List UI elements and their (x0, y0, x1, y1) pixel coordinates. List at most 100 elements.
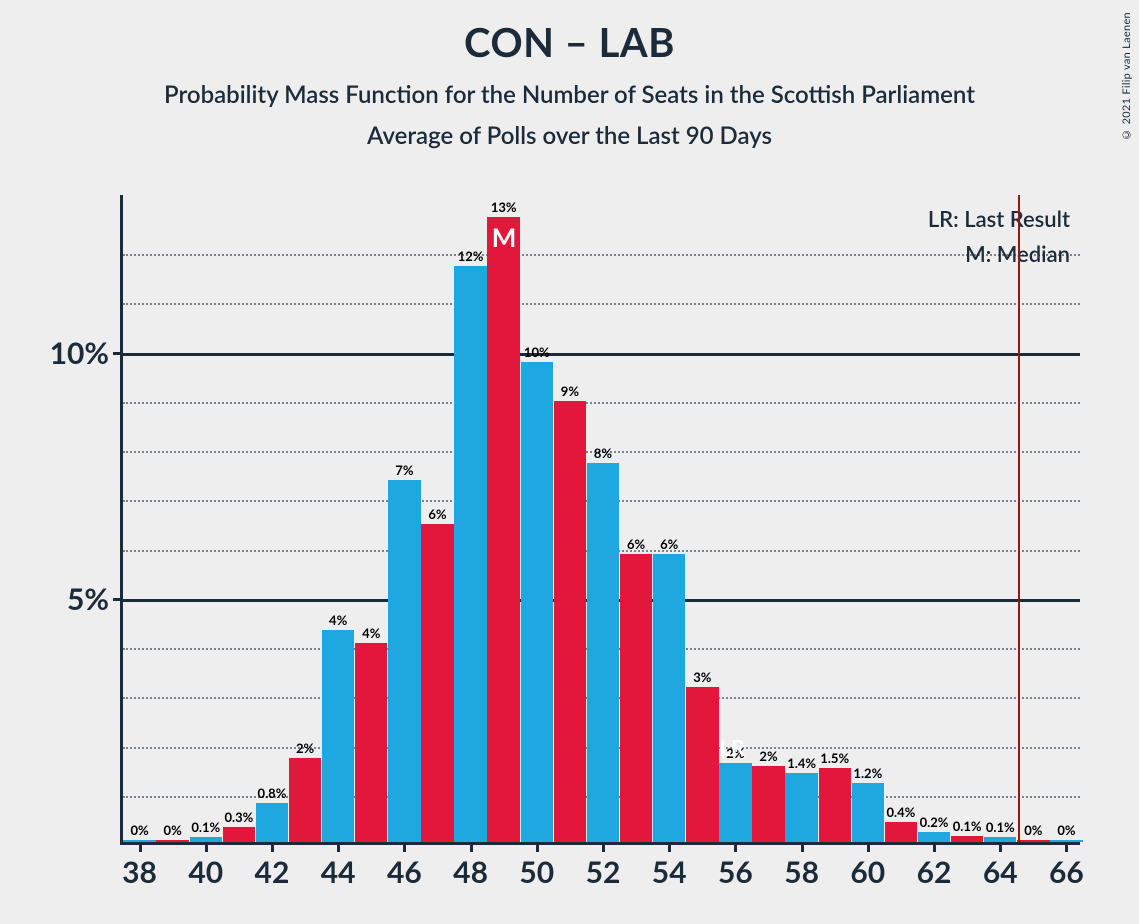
x-axis-label: 58 (784, 854, 819, 890)
chart-title: CON – LAB (0, 18, 1139, 66)
bar: 9% (554, 401, 586, 842)
bar: 4% (355, 643, 387, 842)
bar-value-label: 2% (296, 740, 314, 756)
bar: 1.4% (785, 773, 817, 842)
gridline-minor (123, 402, 1080, 404)
x-tick (403, 842, 406, 852)
bar: 2% (289, 758, 321, 842)
x-axis-label: 42 (255, 854, 290, 890)
bar-value-label: 0% (164, 822, 182, 838)
x-axis-label: 60 (850, 854, 885, 890)
bar: 8% (587, 463, 619, 842)
gridline-minor (123, 303, 1080, 305)
bar-value-label: 0% (130, 822, 148, 838)
bar: 7% (388, 480, 420, 842)
bar: 0.1% (951, 836, 983, 842)
bar: 6% (421, 524, 453, 842)
x-axis-label: 48 (453, 854, 488, 890)
bar: 3% (686, 687, 718, 842)
chart-area: LR: Last Result M: Median 5%10%384042444… (120, 195, 1080, 845)
copyright-text: © 2021 Filip van Laenen (1120, 12, 1133, 141)
bar-value-label: 6% (627, 536, 645, 552)
bar-value-label: 0.4% (887, 804, 916, 820)
x-tick (801, 842, 804, 852)
legend: LR: Last Result M: Median (928, 201, 1070, 271)
bar-value-label: 0.1% (953, 818, 982, 834)
y-axis-label: 5% (67, 581, 109, 617)
bar-value-label: 0.8% (258, 785, 287, 801)
bar-value-label: 6% (428, 506, 446, 522)
bar-value-label: 8% (594, 445, 612, 461)
bar-value-label: 1.5% (820, 750, 849, 766)
bar-value-label: 13% (491, 199, 517, 215)
bar-value-label: 0.1% (986, 819, 1015, 835)
bar-value-label: 4% (362, 625, 380, 641)
bar-value-label: 10% (524, 344, 550, 360)
bar-value-label: 4% (329, 612, 347, 628)
bar: 0.8% (256, 803, 288, 842)
bar-value-label: 9% (561, 383, 579, 399)
bar: 0.1% (190, 837, 222, 842)
bar: 2% (719, 763, 751, 842)
y-tick (113, 598, 123, 601)
bar-value-label: 1.2% (853, 765, 882, 781)
bar-value-label: 2% (759, 748, 777, 764)
gridline-minor (123, 254, 1080, 256)
legend-lr: LR: Last Result (928, 201, 1070, 236)
bar-value-label: 6% (660, 536, 678, 552)
x-tick (470, 842, 473, 852)
x-tick (139, 842, 142, 852)
bar-value-label: 12% (458, 248, 484, 264)
x-axis-label: 38 (122, 854, 157, 890)
y-axis-label: 10% (50, 335, 109, 371)
bar: 0% (1017, 840, 1049, 842)
bar: 10% (521, 362, 553, 842)
x-tick (337, 842, 340, 852)
bar: 1.5% (819, 768, 851, 842)
bar: 1.2% (852, 783, 884, 842)
x-tick (668, 842, 671, 852)
last-result-line (1018, 195, 1020, 842)
bar-value-label: 7% (395, 462, 413, 478)
bar-value-label: 0.2% (920, 814, 949, 830)
plot-region: LR: Last Result M: Median 5%10%384042444… (120, 195, 1080, 845)
bar: 6% (653, 554, 685, 842)
bar-value-label: 1.4% (787, 755, 816, 771)
last-result-marker: LR (719, 734, 745, 761)
x-axis-label: 54 (652, 854, 687, 890)
x-axis-label: 66 (1049, 854, 1084, 890)
bar: 13% (487, 217, 519, 842)
bar: 0.4% (885, 822, 917, 842)
x-tick (867, 842, 870, 852)
x-tick (933, 842, 936, 852)
bar: 0% (1050, 840, 1082, 842)
x-axis-label: 50 (519, 854, 554, 890)
bar: 12% (454, 266, 486, 842)
x-tick (271, 842, 274, 852)
chart-titles: CON – LAB Probability Mass Function for … (0, 0, 1139, 150)
median-marker: M (492, 221, 517, 253)
x-axis-label: 64 (983, 854, 1018, 890)
x-axis-label: 44 (321, 854, 356, 890)
x-tick (602, 842, 605, 852)
bar: 2% (752, 766, 784, 842)
bar: 0.1% (984, 837, 1016, 842)
y-tick (113, 352, 123, 355)
chart-subtitle-1: Probability Mass Function for the Number… (0, 80, 1139, 109)
bar-value-label: 0.3% (224, 809, 253, 825)
bar: 6% (620, 554, 652, 842)
x-axis-label: 46 (387, 854, 422, 890)
gridline-major (123, 353, 1080, 356)
bar-value-label: 0.1% (191, 819, 220, 835)
x-axis-label: 62 (917, 854, 952, 890)
bar-value-label: 3% (693, 669, 711, 685)
bar: 0% (156, 840, 188, 842)
x-tick (536, 842, 539, 852)
bar-value-label: 0% (1024, 822, 1042, 838)
x-axis-label: 56 (718, 854, 753, 890)
x-tick (1065, 842, 1068, 852)
x-tick (205, 842, 208, 852)
bar: 0.3% (223, 827, 255, 842)
chart-subtitle-2: Average of Polls over the Last 90 Days (0, 121, 1139, 150)
x-tick (734, 842, 737, 852)
